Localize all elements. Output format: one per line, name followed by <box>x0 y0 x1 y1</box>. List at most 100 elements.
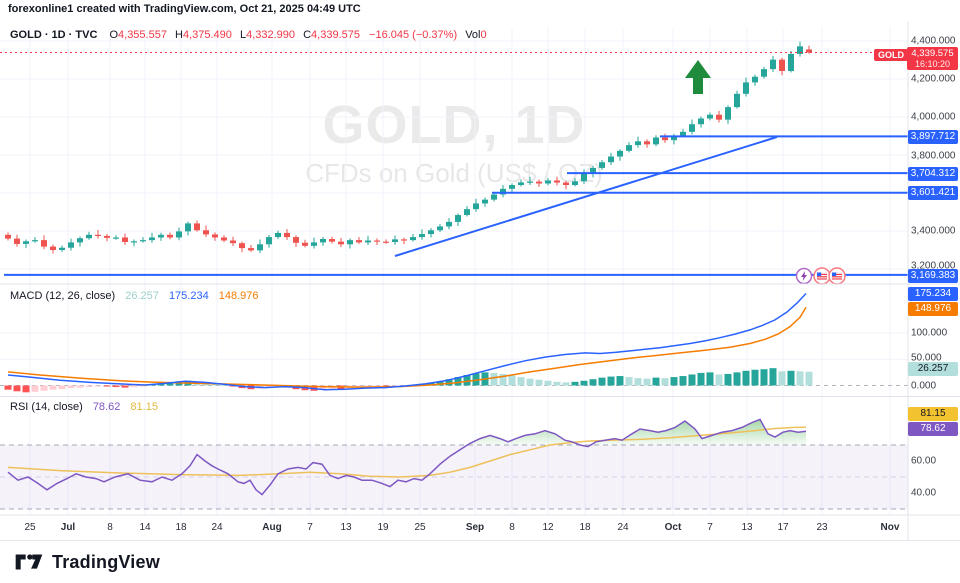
candle-body <box>311 242 317 246</box>
axis-value-badge: 81.15 <box>908 407 958 421</box>
macd-histogram-bar <box>436 381 444 386</box>
price-axis-label: 4,400.000 <box>911 35 956 47</box>
candle-body <box>392 239 398 243</box>
candle-body <box>545 180 551 184</box>
time-axis-label[interactable]: 8 <box>509 522 515 533</box>
credit-line: forexonline1 created with TradingView.co… <box>8 3 361 15</box>
tradingview-logo-icon[interactable] <box>14 550 44 574</box>
time-axis-label[interactable]: 13 <box>741 522 753 533</box>
candle-body <box>725 107 731 120</box>
candle-body <box>131 241 137 243</box>
candle-body <box>563 182 569 186</box>
price-axis-label: 3,400.000 <box>911 225 956 237</box>
macd-histogram-bar <box>67 385 75 389</box>
candle-body <box>239 243 245 249</box>
macd-line-value: 175.234 <box>168 290 209 302</box>
macd-title[interactable]: MACD (12, 26, close) <box>10 290 116 302</box>
candle-body <box>644 141 650 145</box>
time-axis-label[interactable]: 25 <box>414 522 426 533</box>
time-axis-label[interactable]: 14 <box>139 522 151 533</box>
open-value: O4,355.557 <box>109 29 167 41</box>
time-axis-label[interactable]: Sep <box>465 522 485 533</box>
time-axis-label[interactable]: 18 <box>579 522 591 533</box>
price-axis-label: 4,000.000 <box>911 111 956 123</box>
time-axis-label[interactable]: Oct <box>664 522 682 533</box>
time-axis-label[interactable]: Jul <box>60 522 76 533</box>
time-axis-label[interactable]: Nov <box>880 522 900 533</box>
macd-histogram-bar <box>265 385 273 388</box>
candle-body <box>608 156 614 163</box>
macd-histogram-bar <box>706 372 714 386</box>
time-axis-label[interactable]: 19 <box>377 522 389 533</box>
up-arrow-drawing[interactable] <box>685 60 711 94</box>
candle-body <box>653 137 659 145</box>
candle-body <box>716 114 722 120</box>
macd-histogram-bar <box>607 376 615 386</box>
candle-body <box>68 242 74 248</box>
macd-histogram-bar <box>40 385 48 391</box>
candle-body <box>635 141 641 146</box>
candle-body <box>401 239 407 241</box>
candle-body <box>590 167 596 174</box>
time-axis-label[interactable]: 8 <box>107 522 113 533</box>
candle-body <box>149 237 155 241</box>
time-axis-label[interactable]: 13 <box>340 522 352 533</box>
candle-body <box>320 238 326 243</box>
rsi-band <box>0 444 908 510</box>
candle-body <box>554 180 560 183</box>
rsi-legend[interactable]: RSI (14, close) 78.62 81.15 <box>10 401 158 413</box>
candle-body <box>482 199 488 204</box>
time-axis-label[interactable]: 17 <box>777 522 789 533</box>
axis-value-badge: 3,897.712 <box>908 130 958 144</box>
axis-value-badge: 175.234 <box>908 287 958 301</box>
candle-body <box>581 174 587 182</box>
macd-histogram-bar <box>4 385 12 390</box>
economic-event-flash-icon[interactable] <box>795 267 813 285</box>
candle-body <box>50 246 56 250</box>
rsi-title[interactable]: RSI (14, close) <box>10 401 83 413</box>
candle-body <box>185 223 191 232</box>
economic-event-us-flag-icon[interactable] <box>813 267 831 285</box>
change-value: −16.045 (−0.37%) <box>369 29 458 41</box>
macd-histogram-bar <box>616 376 624 386</box>
time-axis-label[interactable]: 24 <box>617 522 629 533</box>
symbol-legend[interactable]: GOLD · 1D · TVC O4,355.557 H4,375.490 L4… <box>10 29 487 41</box>
time-axis-label[interactable]: Aug <box>262 522 282 533</box>
time-axis-label[interactable]: 18 <box>175 522 187 533</box>
time-axis-label[interactable]: 23 <box>816 522 828 533</box>
price-axis-label: 3,800.000 <box>911 150 956 162</box>
macd-histogram-bar <box>58 385 66 390</box>
candle-body <box>374 240 380 242</box>
candle-body <box>104 235 110 238</box>
high-value: H4,375.490 <box>175 29 232 41</box>
candle-body <box>752 76 758 83</box>
candle-body <box>167 234 173 238</box>
macd-histogram-bar <box>85 385 93 388</box>
macd-histogram-bar <box>121 385 129 388</box>
candle-body <box>671 135 677 141</box>
macd-histogram-bar <box>742 370 750 386</box>
candle-body <box>770 59 776 70</box>
time-axis-label[interactable]: 7 <box>707 522 713 533</box>
macd-histogram-bar <box>760 369 768 386</box>
symbol-title[interactable]: GOLD · 1D · TVC <box>10 29 98 41</box>
economic-event-us-flag-icon[interactable] <box>828 267 846 285</box>
candle-body <box>473 203 479 210</box>
time-axis-label[interactable]: 7 <box>307 522 313 533</box>
rsi-line <box>7 418 807 496</box>
time-axis-label[interactable]: 25 <box>24 522 36 533</box>
candle-body <box>23 241 29 244</box>
candle-body <box>455 215 461 222</box>
time-axis-label[interactable]: 24 <box>211 522 223 533</box>
candle-body <box>86 234 92 239</box>
macd-histogram-bar <box>562 382 570 386</box>
trendline[interactable] <box>394 136 778 257</box>
time-axis-label[interactable]: 12 <box>542 522 554 533</box>
rsi-value: 78.62 <box>92 401 121 413</box>
macd-histogram-bar <box>643 378 651 386</box>
candle-body <box>779 59 785 72</box>
macd-legend[interactable]: MACD (12, 26, close) 26.257 175.234 148.… <box>10 290 259 302</box>
tradingview-brand[interactable]: TradingView <box>52 551 160 572</box>
macd-hist-value: 26.257 <box>125 290 159 302</box>
